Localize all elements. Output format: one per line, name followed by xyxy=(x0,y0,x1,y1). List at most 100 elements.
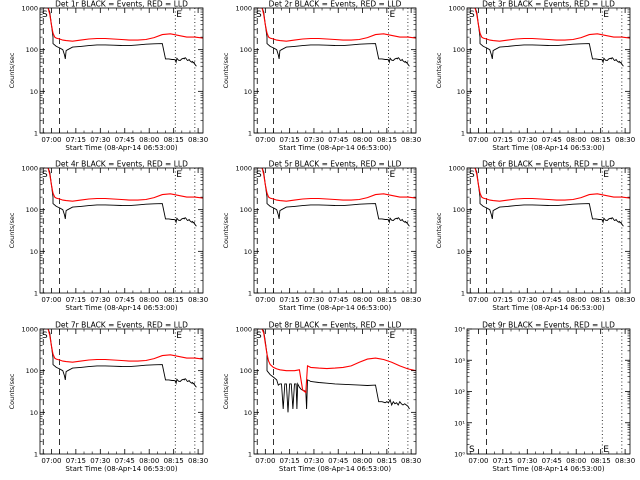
series-group xyxy=(254,329,416,413)
y-tick-label: 10 xyxy=(30,88,38,96)
x-tick-label: 08:15 xyxy=(164,136,184,144)
plot-frame xyxy=(253,7,417,134)
x-tick-label: 07:30 xyxy=(304,296,324,304)
series-lld xyxy=(467,8,630,42)
y-axis-label: Counts/sec xyxy=(8,212,16,248)
end-marker: E xyxy=(389,10,395,20)
x-tick-label: 08:15 xyxy=(591,136,611,144)
y-tick-label: 10 xyxy=(244,409,252,417)
x-tick-label: 07:00 xyxy=(255,457,275,465)
end-marker: E xyxy=(603,445,609,455)
panel-det-5: Det 5r BLACK = Events, RED = LLD 07:00 07:… xyxy=(222,160,421,313)
y-tick-label: 1000 xyxy=(448,5,465,13)
start-marker: S xyxy=(469,445,475,455)
panel-title: Det 8r BLACK = Events, RED = LLD xyxy=(269,321,402,330)
x-tick-label: 08:00 xyxy=(566,136,586,144)
x-tick-label: 08:15 xyxy=(377,457,397,465)
x-tick-label: 08:30 xyxy=(615,136,635,144)
series-group xyxy=(254,8,416,67)
x-axis-label: Start Time (08-Apr-14 06:53:00) xyxy=(65,465,177,473)
x-tick-label: 07:30 xyxy=(90,457,110,465)
x-tick-label: 08:00 xyxy=(352,296,372,304)
series-group xyxy=(40,168,203,227)
series-group xyxy=(40,8,203,67)
x-tick-label: 07:00 xyxy=(255,136,275,144)
x-tick-label: 08:30 xyxy=(401,296,421,304)
y-tick-label: 10 xyxy=(457,88,465,96)
panel-title: Det 7r BLACK = Events, RED = LLD xyxy=(55,321,188,330)
x-axis-label: Start Time (08-Apr-14 06:53:00) xyxy=(65,304,177,312)
y-tick-label: 1 xyxy=(248,290,252,298)
y-tick-label: 10¹ xyxy=(454,419,465,427)
series-events xyxy=(467,8,624,67)
panel-det-3: Det 3r BLACK = Events, RED = LLD 07:00 07:… xyxy=(435,0,635,152)
x-tick-label: 07:30 xyxy=(304,136,324,144)
y-tick-label: 1000 xyxy=(235,165,252,173)
panel-det-9: Det 9r BLACK = Events, RED = LLD 07:00 07:… xyxy=(454,321,635,474)
x-tick-label: 08:30 xyxy=(188,296,208,304)
y-tick-label: 100 xyxy=(26,206,38,214)
plot-frame xyxy=(466,7,631,134)
end-marker: E xyxy=(176,10,182,20)
x-tick-label: 07:15 xyxy=(66,136,86,144)
x-tick-label: 08:15 xyxy=(591,457,611,465)
series-group xyxy=(467,8,630,67)
x-tick-label: 07:15 xyxy=(280,457,300,465)
x-axis-label: Start Time (08-Apr-14 06:53:00) xyxy=(492,304,604,312)
x-tick-label: 07:00 xyxy=(468,136,488,144)
series-lld xyxy=(40,329,203,363)
x-tick-label: 08:30 xyxy=(188,457,208,465)
panel-title: Det 5r BLACK = Events, RED = LLD xyxy=(269,160,402,169)
series-lld xyxy=(254,8,416,42)
x-tick-label: 07:15 xyxy=(280,296,300,304)
start-marker: S xyxy=(469,10,475,20)
start-marker: S xyxy=(256,331,262,341)
y-axis-label: Counts/sec xyxy=(8,52,16,88)
x-tick-label: 07:00 xyxy=(41,296,61,304)
x-tick-label: 08:00 xyxy=(566,296,586,304)
panel-det-4: Det 4r BLACK = Events, RED = LLD 07:00 07:… xyxy=(8,160,208,313)
x-tick-label: 07:15 xyxy=(66,457,86,465)
series-group xyxy=(40,329,203,388)
y-tick-label: 1000 xyxy=(448,165,465,173)
start-marker: S xyxy=(469,170,475,180)
y-tick-label: 1000 xyxy=(21,5,38,13)
y-tick-label: 100 xyxy=(240,46,252,54)
y-tick-label: 10 xyxy=(457,248,465,256)
y-tick-label: 10⁰ xyxy=(454,451,465,459)
panel-title: Det 4r BLACK = Events, RED = LLD xyxy=(55,160,188,169)
y-tick-label: 100 xyxy=(26,46,38,54)
x-tick-label: 07:15 xyxy=(280,136,300,144)
y-tick-label: 1 xyxy=(34,451,38,459)
series-lld xyxy=(254,329,416,394)
x-tick-label: 08:30 xyxy=(401,136,421,144)
y-tick-label: 1 xyxy=(34,290,38,298)
x-tick-label: 07:30 xyxy=(517,296,537,304)
x-tick-label: 08:15 xyxy=(377,296,397,304)
y-tick-label: 100 xyxy=(453,206,465,214)
end-marker: E xyxy=(603,10,609,20)
y-axis-label: Counts/sec xyxy=(222,373,230,409)
start-marker: S xyxy=(256,10,262,20)
y-tick-label: 100 xyxy=(240,367,252,375)
y-tick-label: 10³ xyxy=(454,357,465,365)
x-tick-label: 07:45 xyxy=(115,296,135,304)
x-tick-label: 08:15 xyxy=(164,457,184,465)
y-tick-label: 10 xyxy=(244,88,252,96)
x-tick-label: 07:45 xyxy=(542,457,562,465)
x-tick-label: 07:45 xyxy=(115,136,135,144)
series-group xyxy=(467,168,630,227)
series-events xyxy=(40,8,197,67)
series-events xyxy=(254,8,410,67)
y-tick-label: 1 xyxy=(248,130,252,138)
y-tick-label: 1 xyxy=(248,451,252,459)
series-events xyxy=(254,168,410,227)
y-tick-label: 100 xyxy=(26,367,38,375)
panel-det-2: Det 2r BLACK = Events, RED = LLD 07:00 07:… xyxy=(222,0,421,152)
series-events xyxy=(40,168,197,227)
series-events xyxy=(40,329,197,388)
x-tick-label: 07:00 xyxy=(468,296,488,304)
x-tick-label: 07:00 xyxy=(41,136,61,144)
panel-title: Det 6r BLACK = Events, RED = LLD xyxy=(482,160,615,169)
